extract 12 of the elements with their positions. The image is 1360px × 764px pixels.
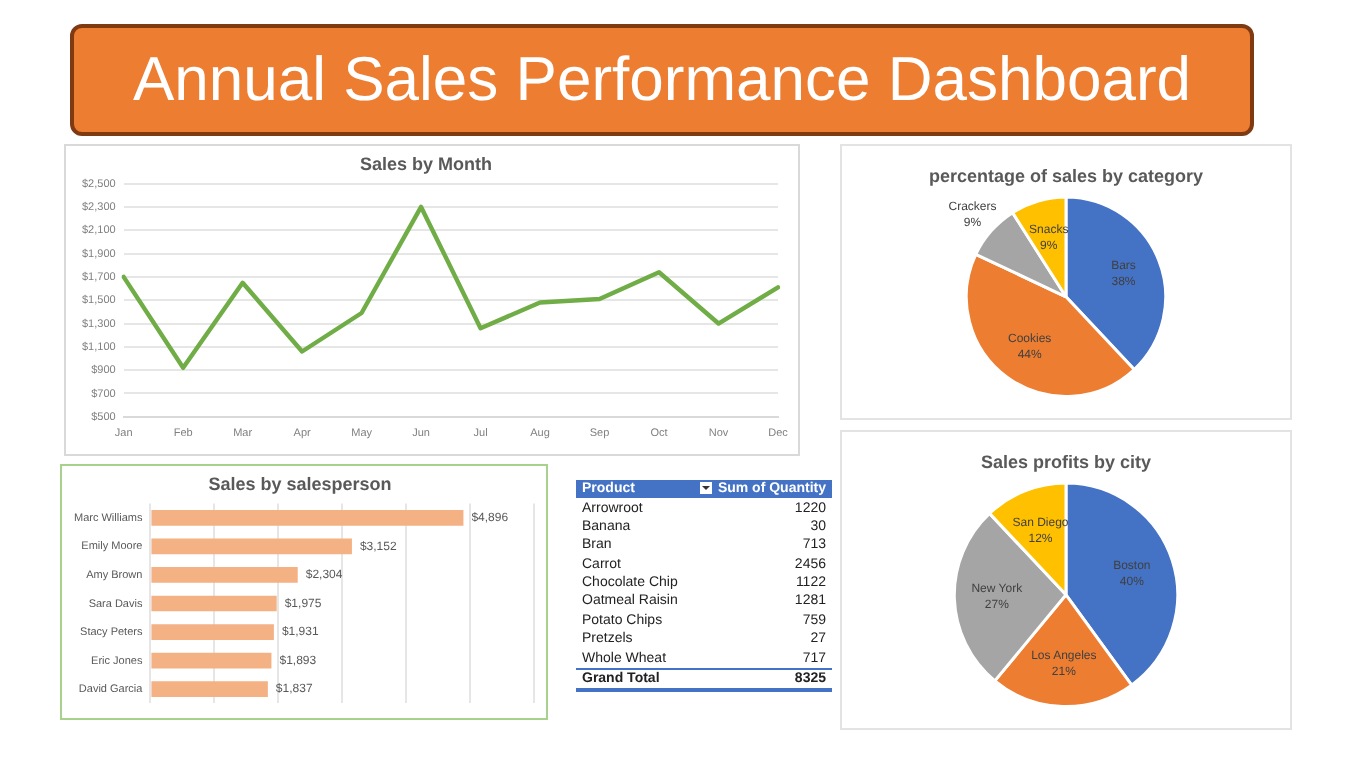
chart-title: Sales by salesperson [208, 473, 392, 494]
chart-title: Sales profits by city [980, 451, 1152, 472]
chart-title: Sales by Month [359, 153, 493, 174]
bar [151, 624, 274, 640]
bar [151, 538, 352, 555]
bar [151, 510, 464, 526]
bar [151, 652, 272, 669]
text: Annual Sales Performance Dashboard [70, 24, 1254, 136]
bar [151, 567, 298, 583]
bar [151, 681, 268, 697]
bar [151, 595, 277, 612]
chart-title: percentage of sales by category [928, 165, 1204, 186]
